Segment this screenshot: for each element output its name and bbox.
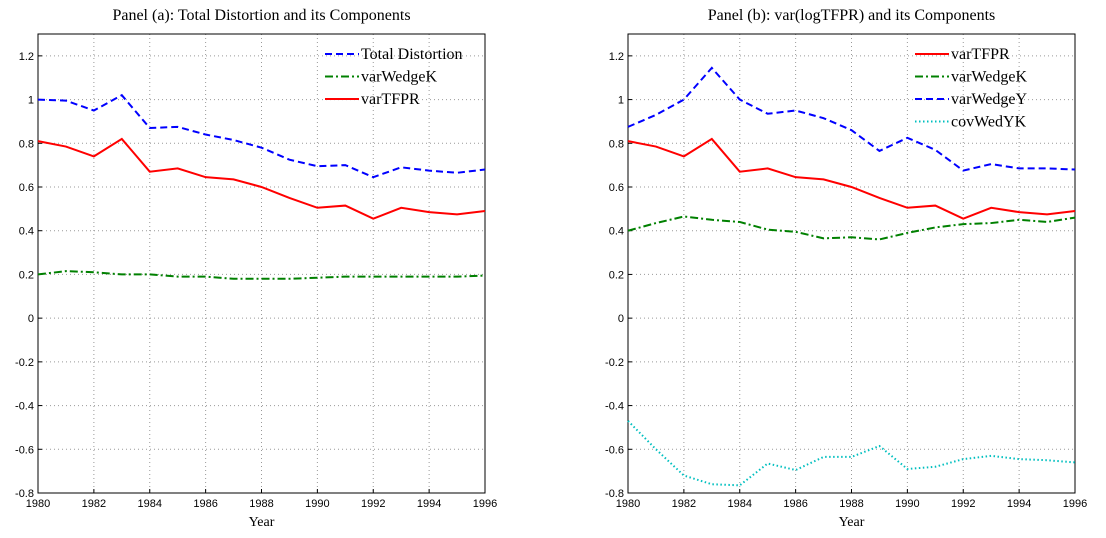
- y-tick-label: 0.4: [19, 226, 34, 238]
- y-tick-label: 0.4: [609, 226, 624, 238]
- x-tick-label: 1980: [616, 498, 640, 510]
- y-tick-label: 0.8: [609, 138, 624, 150]
- legend-label: covWedYK: [951, 114, 1027, 131]
- x-tick-label: 1982: [82, 498, 106, 510]
- legend-label: varWedgeK: [361, 69, 437, 86]
- x-tick-label: 1990: [305, 498, 329, 510]
- x-axis-label: Year: [249, 515, 275, 530]
- y-tick-label: 1.2: [19, 51, 34, 63]
- y-tick-label: -0.8: [15, 488, 34, 500]
- chart-title: Panel (a): Total Distortion and its Comp…: [112, 7, 410, 24]
- x-tick-label: 1988: [249, 498, 273, 510]
- x-tick-label: 1986: [193, 498, 217, 510]
- x-axis-label: Year: [839, 515, 865, 530]
- y-tick-label: -0.4: [605, 401, 624, 413]
- chart-title: Panel (b): var(logTFPR) and its Componen…: [708, 7, 996, 24]
- y-tick-label: 1.2: [609, 51, 624, 63]
- legend-label: varTFPR: [361, 91, 420, 108]
- series-line: [37, 270, 486, 280]
- y-tick-label: -0.4: [15, 401, 34, 413]
- y-tick-label: 0.6: [609, 182, 624, 194]
- y-tick-label: 0.2: [19, 269, 34, 281]
- y-tick-label: -0.6: [605, 444, 624, 456]
- series-line: [627, 215, 1076, 241]
- series-line: [627, 66, 1076, 172]
- x-tick-label: 1980: [26, 498, 50, 510]
- series-line: [37, 93, 486, 179]
- plot-frame: [627, 33, 1076, 494]
- x-tick-label: 1994: [1007, 498, 1031, 510]
- x-tick-label: 1984: [138, 498, 162, 510]
- series-line: [37, 137, 486, 220]
- legend-label: varWedgeK: [951, 69, 1027, 86]
- series-line: [627, 137, 1076, 220]
- y-tick-label: -0.6: [15, 444, 34, 456]
- y-tick-label: 0.2: [609, 269, 624, 281]
- x-tick-label: 1992: [951, 498, 975, 510]
- x-tick-label: 1994: [417, 498, 441, 510]
- x-tick-label: 1992: [361, 498, 385, 510]
- x-tick-label: 1988: [839, 498, 863, 510]
- x-tick-label: 1996: [473, 498, 497, 510]
- y-tick-label: -0.2: [15, 357, 34, 369]
- x-tick-label: 1982: [672, 498, 696, 510]
- x-tick-label: 1990: [895, 498, 919, 510]
- legend-label: varTFPR: [951, 46, 1010, 63]
- y-tick-label: 0.6: [19, 182, 34, 194]
- y-tick-label: 0.8: [19, 138, 34, 150]
- plot-frame: [37, 33, 486, 494]
- y-tick-label: 0: [28, 313, 34, 325]
- x-tick-label: 1986: [783, 498, 807, 510]
- y-tick-label: 0: [618, 313, 624, 325]
- x-tick-label: 1984: [728, 498, 752, 510]
- y-tick-label: 1: [618, 95, 624, 107]
- y-tick-label: 1: [28, 95, 34, 107]
- y-tick-label: -0.8: [605, 488, 624, 500]
- legend-label: Total Distortion: [361, 46, 463, 63]
- x-tick-label: 1996: [1063, 498, 1087, 510]
- y-tick-label: -0.2: [605, 357, 624, 369]
- legend-label: varWedgeY: [951, 91, 1027, 108]
